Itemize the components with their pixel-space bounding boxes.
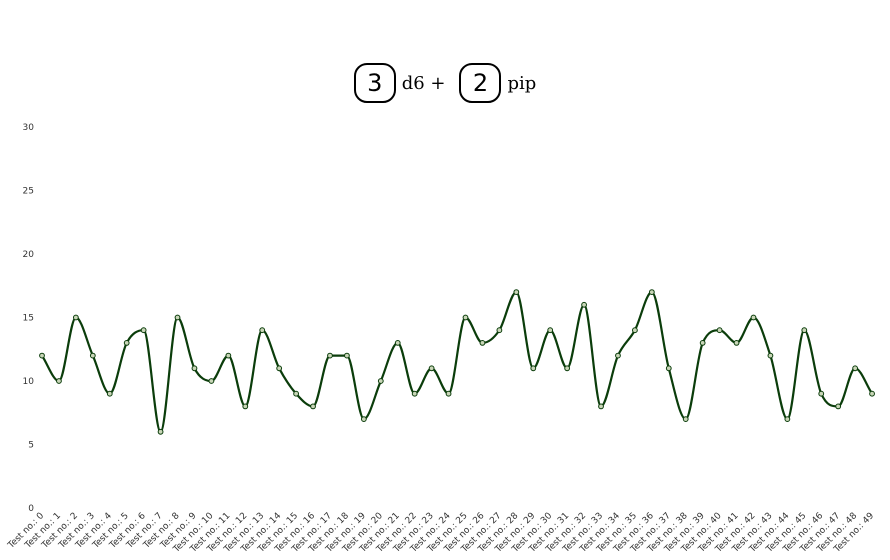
series-line xyxy=(41,290,873,433)
dice-formula: 3 d6 + 2 pip xyxy=(0,58,890,108)
y-tick-label: 0 xyxy=(28,504,34,514)
data-point xyxy=(530,365,537,372)
data-point xyxy=(632,327,638,334)
data-point xyxy=(462,314,469,321)
y-tick-label: 25 xyxy=(23,187,34,197)
data-point xyxy=(225,352,232,359)
data-point xyxy=(479,340,486,346)
data-point xyxy=(344,352,350,359)
data-point xyxy=(682,416,689,423)
data-point xyxy=(39,352,45,359)
data-point xyxy=(513,289,520,296)
data-point xyxy=(835,403,842,410)
data-point xyxy=(665,365,672,372)
data-point xyxy=(72,314,79,321)
data-point xyxy=(699,340,706,346)
data-point xyxy=(733,340,740,346)
data-point xyxy=(445,390,452,397)
y-tick-label: 5 xyxy=(28,441,34,451)
data-point xyxy=(818,390,825,397)
dice-count-box: 3 xyxy=(353,63,396,103)
data-point xyxy=(123,340,130,346)
data-point xyxy=(547,327,554,334)
data-point xyxy=(869,390,875,397)
data-point xyxy=(276,365,283,372)
data-point xyxy=(615,352,621,359)
data-point xyxy=(377,378,384,384)
data-point xyxy=(750,314,757,321)
y-tick-label: 10 xyxy=(23,377,35,387)
data-point xyxy=(242,403,249,410)
y-axis: 0 5 10 15 20 25 30 xyxy=(23,123,35,514)
data-point xyxy=(428,365,435,372)
data-point xyxy=(191,365,198,372)
data-point xyxy=(411,390,418,397)
data-point xyxy=(208,378,215,384)
data-point xyxy=(174,314,181,321)
data-point xyxy=(140,327,147,334)
data-point xyxy=(496,327,503,334)
data-point xyxy=(56,378,62,384)
data-point xyxy=(394,340,401,346)
data-point xyxy=(564,365,571,372)
pip-count-box: 2 xyxy=(459,63,502,103)
data-point xyxy=(293,390,300,397)
data-points xyxy=(39,289,875,435)
data-point xyxy=(157,428,164,435)
y-tick-label: 30 xyxy=(23,123,35,133)
y-tick-label: 20 xyxy=(23,250,35,260)
pip-label: pip xyxy=(507,72,537,94)
data-point xyxy=(716,327,723,334)
dice-label: d6 + xyxy=(401,72,446,94)
data-point xyxy=(648,289,655,296)
data-point xyxy=(327,352,333,359)
data-point xyxy=(784,416,791,423)
data-point xyxy=(89,352,96,359)
data-point xyxy=(852,365,859,372)
data-point xyxy=(106,390,113,397)
data-point xyxy=(360,416,367,423)
data-point xyxy=(310,403,316,410)
data-point xyxy=(767,352,774,359)
data-point xyxy=(801,327,808,334)
y-tick-label: 15 xyxy=(23,314,34,324)
data-point xyxy=(598,403,604,410)
data-point xyxy=(581,301,587,308)
data-point xyxy=(259,327,266,334)
